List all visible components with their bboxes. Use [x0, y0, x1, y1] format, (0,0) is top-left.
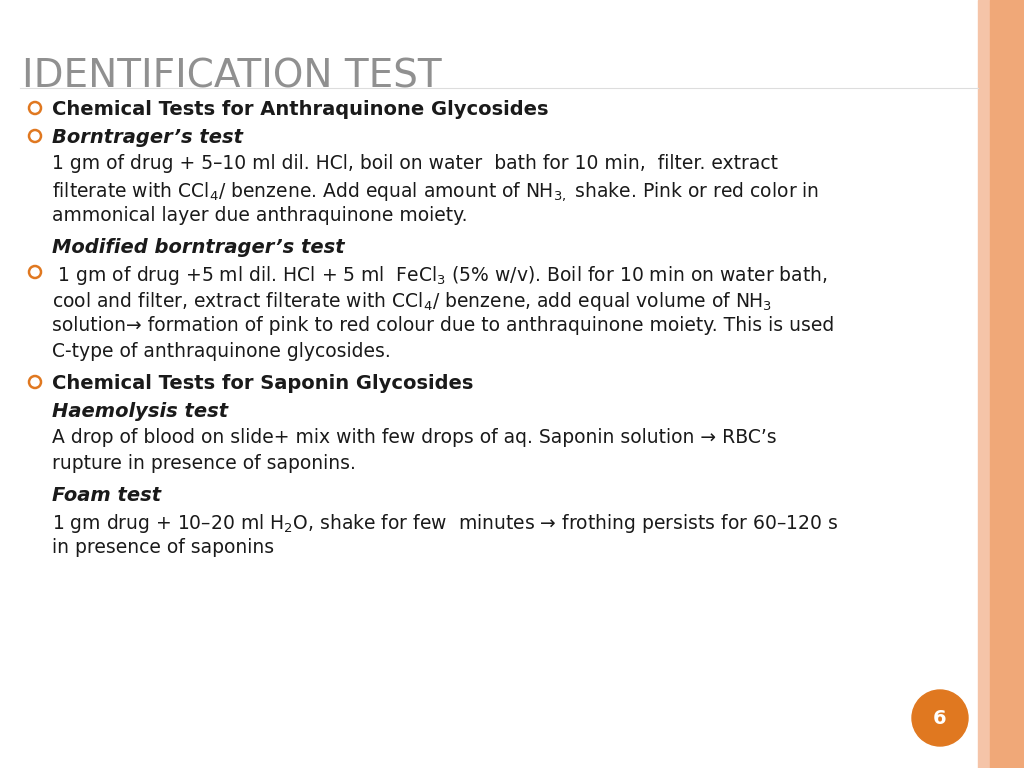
Text: cool and filter, extract filterate with CCl$_4$/ benzene, add equal volume of NH: cool and filter, extract filterate with … — [52, 290, 772, 313]
Text: ammonical layer due anthraquinone moiety.: ammonical layer due anthraquinone moiety… — [52, 206, 468, 225]
Text: IDENTIFICATION TEST: IDENTIFICATION TEST — [22, 58, 441, 96]
Text: Modified borntrager’s test: Modified borntrager’s test — [52, 238, 345, 257]
Text: A drop of blood on slide+ mix with few drops of aq. Saponin solution → RBC’s: A drop of blood on slide+ mix with few d… — [52, 428, 776, 447]
Text: 6: 6 — [933, 709, 947, 727]
Text: Borntrager’s test: Borntrager’s test — [52, 128, 243, 147]
Text: filterate with CCl$_4$/ benzene. Add equal amount of NH$_{3,}$ shake. Pink or re: filterate with CCl$_4$/ benzene. Add equ… — [52, 180, 819, 203]
Text: 1 gm of drug + 5–10 ml dil. HCl, boil on water  bath for 10 min,  filter. extrac: 1 gm of drug + 5–10 ml dil. HCl, boil on… — [52, 154, 778, 173]
Bar — [978, 0, 1024, 768]
Text: in presence of saponins: in presence of saponins — [52, 538, 274, 557]
Text: Haemolysis test: Haemolysis test — [52, 402, 228, 421]
Circle shape — [912, 690, 968, 746]
Text: Chemical Tests for Anthraquinone Glycosides: Chemical Tests for Anthraquinone Glycosi… — [52, 100, 549, 119]
Text: 1 gm of drug +5 ml dil. HCl + 5 ml  FeCl$_3$ (5% w/v). Boil for 10 min on water : 1 gm of drug +5 ml dil. HCl + 5 ml FeCl$… — [52, 264, 827, 287]
Text: rupture in presence of saponins.: rupture in presence of saponins. — [52, 454, 356, 473]
Text: solution→ formation of pink to red colour due to anthraquinone moiety. This is u: solution→ formation of pink to red colou… — [52, 316, 835, 335]
Text: 1 gm drug + 10–20 ml H$_2$O, shake for few  minutes → frothing persists for 60–1: 1 gm drug + 10–20 ml H$_2$O, shake for f… — [52, 512, 838, 535]
Bar — [990, 0, 1024, 768]
Text: Chemical Tests for Saponin Glycosides: Chemical Tests for Saponin Glycosides — [52, 374, 473, 393]
Text: C-type of anthraquinone glycosides.: C-type of anthraquinone glycosides. — [52, 342, 391, 361]
Text: Foam test: Foam test — [52, 486, 161, 505]
